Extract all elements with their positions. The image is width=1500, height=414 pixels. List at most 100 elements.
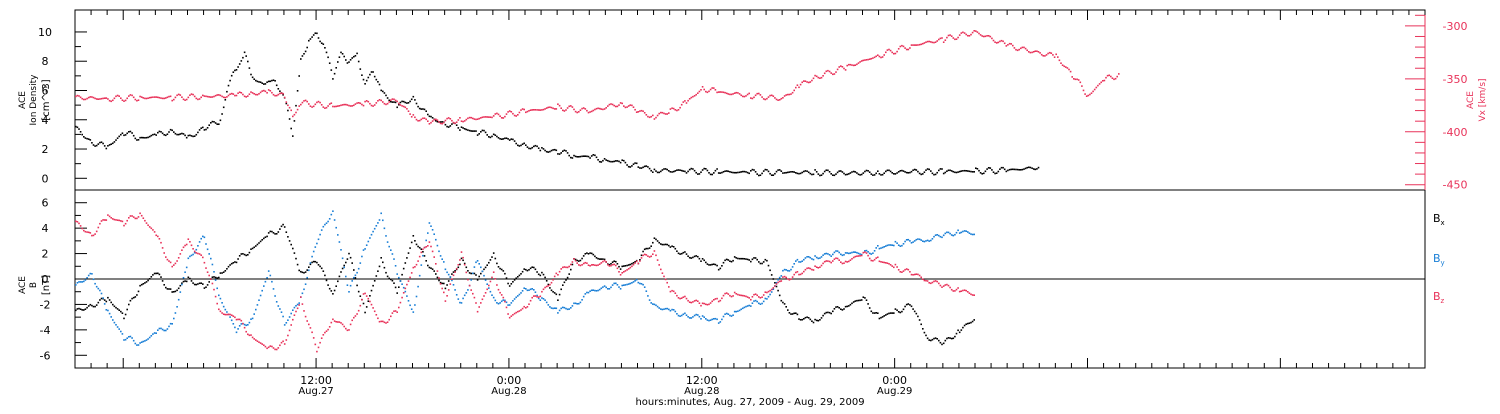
vx-point	[822, 75, 824, 77]
bx-point	[529, 267, 532, 270]
bx-point	[272, 232, 275, 234]
bz-point	[901, 271, 903, 273]
by-point	[311, 255, 313, 258]
vx-point	[356, 102, 358, 104]
vx-point	[537, 109, 540, 111]
bx-point	[753, 257, 755, 259]
ion-density-point	[529, 147, 532, 150]
by-point	[176, 306, 178, 308]
bz-point	[269, 345, 272, 347]
vx-point	[621, 102, 623, 105]
ion-density-point	[1012, 168, 1014, 171]
by-point	[889, 244, 892, 246]
ion-density-point	[128, 131, 130, 133]
bx-point	[629, 263, 632, 266]
ion-density-point	[492, 133, 495, 136]
by-point	[404, 290, 407, 293]
bx-point	[703, 259, 705, 262]
by-point	[783, 268, 786, 271]
bz-point	[909, 271, 911, 273]
bz-point	[139, 212, 141, 215]
bz-point	[332, 318, 334, 321]
bx-point	[767, 264, 770, 267]
vx-point	[508, 110, 511, 112]
bx-point	[388, 277, 390, 280]
vx-point	[854, 64, 857, 66]
vx-point	[705, 90, 707, 93]
bz-point	[856, 255, 858, 257]
bz-point	[623, 271, 625, 273]
ion-density-point	[423, 108, 426, 111]
by-point	[378, 219, 381, 221]
vx-point	[333, 105, 336, 108]
by-point	[517, 295, 519, 297]
bx-point	[623, 265, 625, 267]
bz-point	[832, 260, 834, 262]
ion-density-point	[226, 90, 228, 93]
bx-point	[783, 303, 786, 305]
by-point	[425, 239, 427, 242]
by-point	[578, 302, 580, 305]
bx-point	[901, 310, 903, 313]
bx-point	[81, 309, 83, 311]
by-point	[835, 250, 837, 252]
bx-point	[648, 247, 651, 249]
vx-point	[841, 66, 844, 68]
ion-density-point	[396, 106, 398, 109]
bz-point	[648, 256, 651, 258]
bx-point	[491, 256, 493, 258]
vx-point	[823, 72, 826, 75]
by-point	[235, 331, 238, 334]
ion-density-point	[941, 168, 943, 170]
by-point	[136, 344, 138, 346]
ion-density-point	[742, 170, 744, 173]
by-point	[912, 241, 914, 243]
top-left-tick-label: 2	[42, 143, 49, 156]
bz-point	[148, 226, 151, 228]
vx-point	[491, 116, 493, 119]
ion-density-point	[629, 166, 632, 168]
ion-density-point	[402, 100, 405, 103]
bz-point	[639, 260, 641, 262]
x-tick-label-date: Aug.29	[877, 386, 912, 397]
vx-point	[925, 41, 927, 43]
ion-density-point	[724, 170, 726, 172]
bx-point	[285, 231, 288, 233]
by-point	[303, 288, 305, 291]
bz-point	[521, 307, 524, 310]
bz-point	[373, 310, 376, 313]
bz-point	[174, 262, 177, 265]
vx-point	[312, 105, 315, 108]
vx-point	[518, 111, 521, 114]
bx-point	[271, 230, 273, 233]
bx-point	[441, 282, 443, 285]
vx-point	[391, 98, 394, 100]
vx-point	[197, 98, 199, 101]
bx-point	[954, 335, 956, 338]
bx-point	[610, 263, 612, 265]
by-point	[287, 319, 289, 321]
ion-density-point	[407, 102, 410, 104]
vx-point	[243, 95, 246, 98]
bz-point	[733, 291, 736, 294]
bottom-left-tick-label: 2	[42, 248, 49, 261]
bx-point	[391, 279, 394, 282]
vx-point	[618, 104, 620, 106]
bz-point	[632, 263, 635, 266]
bx-point	[732, 259, 734, 262]
bz-point	[635, 260, 638, 263]
bx-point	[930, 339, 932, 342]
bz-point	[354, 315, 357, 317]
ion-density-point	[79, 131, 82, 133]
vx-point	[468, 116, 471, 119]
vx-point	[232, 93, 235, 95]
ion-density-point	[224, 99, 227, 101]
bz-point	[652, 253, 654, 255]
ion-density-point	[987, 167, 990, 169]
ion-density-point	[1013, 168, 1016, 171]
bx-point	[261, 239, 263, 241]
ion-density-point	[637, 166, 640, 168]
bx-point	[677, 252, 680, 255]
vx-point	[488, 116, 490, 118]
bx-point	[971, 320, 974, 323]
